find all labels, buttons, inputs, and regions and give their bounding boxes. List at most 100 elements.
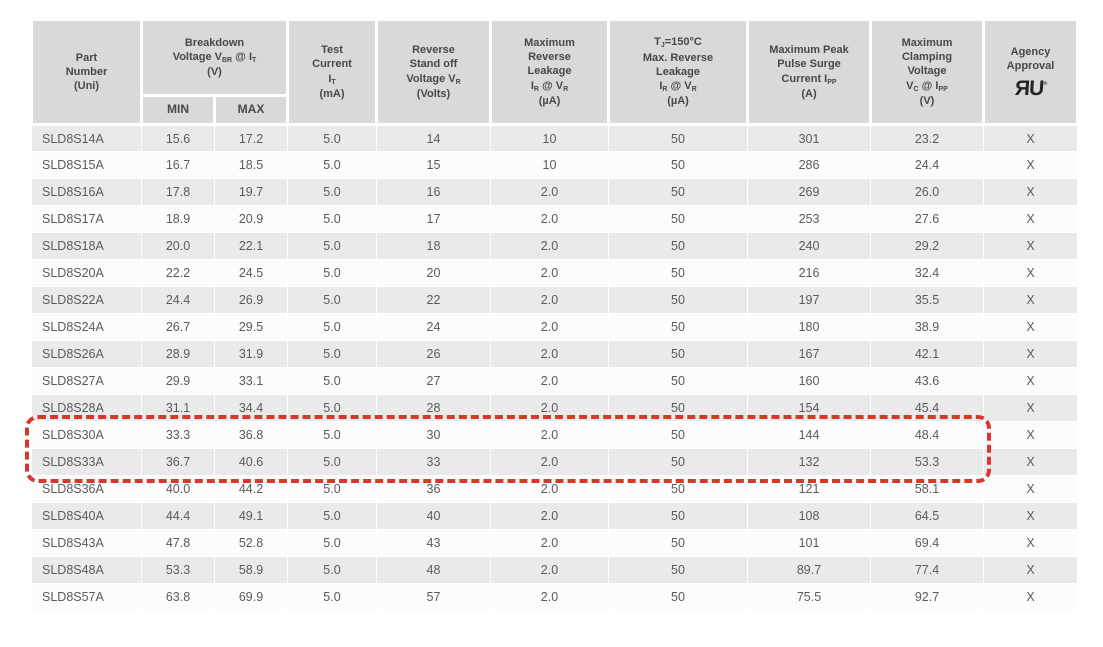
col-header-standoff-voltage: Reverse Stand off Voltage VR (Volts): [375, 18, 492, 126]
value-cell: 50: [608, 259, 748, 287]
value-cell: 20.0: [141, 232, 215, 260]
value-cell: 17.2: [214, 124, 288, 152]
value-cell: 269: [747, 178, 871, 206]
agency-approval-cell: X: [983, 178, 1078, 206]
value-cell: 5.0: [287, 583, 377, 611]
value-cell: 18: [376, 232, 491, 260]
part-number-cell: SLD8S36A: [31, 475, 142, 503]
agency-approval-cell: X: [983, 205, 1078, 233]
value-cell: 48: [376, 556, 491, 584]
value-cell: 2.0: [490, 421, 609, 449]
value-cell: 5.0: [287, 367, 377, 395]
value-cell: 50: [608, 421, 748, 449]
value-cell: 50: [608, 151, 748, 179]
value-cell: 31.9: [214, 340, 288, 368]
agency-approval-label: Agency Approval: [1006, 45, 1055, 72]
value-cell: 69.9: [214, 583, 288, 611]
value-cell: 180: [747, 313, 871, 341]
value-cell: 2.0: [490, 232, 609, 260]
value-cell: 44.4: [141, 502, 215, 530]
value-cell: 28: [376, 394, 491, 422]
value-cell: 50: [608, 313, 748, 341]
value-cell: 50: [608, 340, 748, 368]
agency-approval-cell: X: [983, 313, 1078, 341]
spec-table: Part Number (Uni) Breakdown Voltage VBR @ I…: [30, 18, 1079, 611]
part-number-cell: SLD8S14A: [31, 124, 142, 152]
table-row: SLD8S17A 18.9 20.9 5.0 17 2.0 50 253 27.6 X: [31, 205, 1078, 233]
table-row: SLD8S33A 36.7 40.6 5.0 33 2.0 50 132 53.3 X: [31, 448, 1078, 476]
value-cell: 24.5: [214, 259, 288, 287]
value-cell: 132: [747, 448, 871, 476]
col-header-clamping-voltage: Maximum Clamping Voltage VC @ IPP (V): [869, 18, 985, 126]
value-cell: 35.5: [870, 286, 984, 314]
value-cell: 5.0: [287, 394, 377, 422]
value-cell: 89.7: [747, 556, 871, 584]
agency-approval-cell: X: [983, 475, 1078, 503]
value-cell: 17: [376, 205, 491, 233]
value-cell: 101: [747, 529, 871, 557]
agency-approval-cell: X: [983, 421, 1078, 449]
value-cell: 50: [608, 583, 748, 611]
value-cell: 58.9: [214, 556, 288, 584]
value-cell: 2.0: [490, 205, 609, 233]
value-cell: 53.3: [870, 448, 984, 476]
value-cell: 47.8: [141, 529, 215, 557]
value-cell: 50: [608, 556, 748, 584]
table-row: SLD8S40A 44.4 49.1 5.0 40 2.0 50 108 64.5 X: [31, 502, 1078, 530]
ul-registered-symbol: ®: [1043, 81, 1047, 88]
value-cell: 2.0: [490, 259, 609, 287]
value-cell: 33.3: [141, 421, 215, 449]
table-row: SLD8S43A 47.8 52.8 5.0 43 2.0 50 101 69.4 X: [31, 529, 1078, 557]
value-cell: 27: [376, 367, 491, 395]
agency-approval-cell: X: [983, 340, 1078, 368]
value-cell: 44.2: [214, 475, 288, 503]
col-header-test-current: Test Current IT (mA): [286, 18, 378, 126]
value-cell: 2.0: [490, 367, 609, 395]
part-number-cell: SLD8S24A: [31, 313, 142, 341]
value-cell: 29.2: [870, 232, 984, 260]
agency-approval-cell: X: [983, 556, 1078, 584]
value-cell: 45.4: [870, 394, 984, 422]
value-cell: 69.4: [870, 529, 984, 557]
value-cell: 43.6: [870, 367, 984, 395]
value-cell: 48.4: [870, 421, 984, 449]
col-header-max-reverse-leakage: Maximum Reverse Leakage IR @ VR (µA): [489, 18, 610, 126]
value-cell: 57: [376, 583, 491, 611]
value-cell: 5.0: [287, 556, 377, 584]
part-number-cell: SLD8S40A: [31, 502, 142, 530]
value-cell: 34.4: [214, 394, 288, 422]
value-cell: 50: [608, 124, 748, 152]
table-row: SLD8S20A 22.2 24.5 5.0 20 2.0 50 216 32.4 X: [31, 259, 1078, 287]
part-number-cell: SLD8S26A: [31, 340, 142, 368]
table-row: SLD8S57A 63.8 69.9 5.0 57 2.0 50 75.5 92.7 X: [31, 583, 1078, 611]
table-row: SLD8S26A 28.9 31.9 5.0 26 2.0 50 167 42.1 X: [31, 340, 1078, 368]
part-number-cell: SLD8S33A: [31, 448, 142, 476]
value-cell: 29.9: [141, 367, 215, 395]
col-header-tj150-reverse-leakage: TJ=150°C Max. Reverse Leakage IR @ VR (µA): [607, 18, 749, 126]
col-header-peak-pulse-current: Maximum Peak Pulse Surge Current IPP (A): [746, 18, 872, 126]
value-cell: 50: [608, 367, 748, 395]
value-cell: 50: [608, 232, 748, 260]
value-cell: 50: [608, 286, 748, 314]
value-cell: 5.0: [287, 286, 377, 314]
agency-approval-cell: X: [983, 448, 1078, 476]
value-cell: 2.0: [490, 502, 609, 530]
value-cell: 240: [747, 232, 871, 260]
value-cell: 10: [490, 151, 609, 179]
value-cell: 92.7: [870, 583, 984, 611]
value-cell: 24.4: [141, 286, 215, 314]
table-header: Part Number (Uni) Breakdown Voltage VBR @ I…: [30, 18, 1079, 126]
part-number-cell: SLD8S15A: [31, 151, 142, 179]
table-row: SLD8S22A 24.4 26.9 5.0 22 2.0 50 197 35.5 X: [31, 286, 1078, 314]
value-cell: 253: [747, 205, 871, 233]
value-cell: 50: [608, 475, 748, 503]
value-cell: 50: [608, 448, 748, 476]
value-cell: 22.2: [141, 259, 215, 287]
header-row-minmax: MIN MAX: [32, 94, 1078, 126]
col-header-agency-approval: Agency Approval ЯU®: [982, 18, 1079, 126]
value-cell: 52.8: [214, 529, 288, 557]
value-cell: 64.5: [870, 502, 984, 530]
value-cell: 77.4: [870, 556, 984, 584]
value-cell: 2.0: [490, 556, 609, 584]
part-number-cell: SLD8S43A: [31, 529, 142, 557]
